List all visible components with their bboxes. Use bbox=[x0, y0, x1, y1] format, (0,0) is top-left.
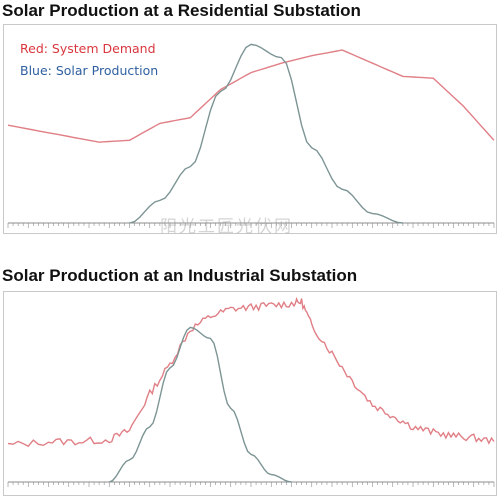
residential-chart-plot bbox=[7, 43, 495, 228]
residential-chart-panel: Red: System Demand Blue: Solar Productio… bbox=[3, 24, 497, 234]
series-line-solar-production bbox=[129, 43, 403, 224]
industrial-chart-title: Solar Production at an Industrial Substa… bbox=[2, 266, 358, 285]
industrial-chart-panel bbox=[3, 291, 497, 496]
series-line-solar-production bbox=[109, 326, 292, 483]
industrial-chart-plot bbox=[7, 296, 495, 487]
series-line-system-demand bbox=[7, 49, 495, 143]
watermark-text: 阳光工匠光伏网 bbox=[160, 217, 293, 237]
legend-system-demand: Red: System Demand bbox=[20, 41, 156, 56]
legend-solar-production: Blue: Solar Production bbox=[20, 63, 159, 78]
residential-chart-title: Solar Production at a Residential Substa… bbox=[2, 1, 361, 20]
series-line-system-demand bbox=[7, 296, 495, 448]
